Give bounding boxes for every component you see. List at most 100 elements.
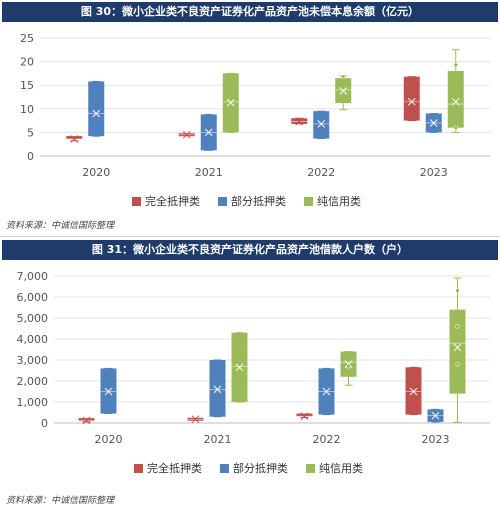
mean-marker	[92, 109, 101, 118]
legend-swatch	[218, 197, 227, 206]
y-tick-label: 7,000	[17, 270, 49, 283]
x-tick-label: 2023	[422, 433, 450, 446]
mean-marker	[70, 135, 79, 143]
box-纯信用类-2021	[231, 332, 248, 403]
y-tick-label: 5,000	[17, 312, 49, 325]
mean-marker	[322, 387, 331, 396]
box-完全抵押类-2023	[405, 366, 422, 416]
legend-swatch	[220, 464, 229, 473]
mean-marker	[226, 98, 235, 107]
box	[209, 360, 226, 417]
box-部分抵押类-2023	[427, 408, 444, 423]
box-部分抵押类-2021	[200, 113, 217, 151]
box	[78, 418, 95, 422]
box	[88, 81, 105, 137]
data-point	[455, 324, 460, 329]
box	[447, 71, 464, 128]
data-point	[453, 125, 458, 130]
box-完全抵押类-2020	[78, 416, 95, 425]
legend-label: 纯信用类	[317, 194, 361, 208]
y-tick-label: 15	[20, 79, 34, 92]
mean-marker	[300, 412, 309, 421]
y-tick-label: 3,000	[17, 354, 49, 367]
x-tick-label: 2021	[195, 166, 223, 179]
figure-31-title: 图 31：微小企业类不良资产证券化产品资产池借款人户数（户）	[2, 240, 498, 260]
source-note-31: 资料来源：中诚信国际整理	[6, 496, 115, 506]
box	[296, 413, 313, 417]
chart-31-svg: 0 1,000 2,000 3,000 4,000 5,000 6,000 7,000 2020…	[17, 270, 490, 475]
data-point	[453, 62, 458, 68]
figure-30-panel: 图 30：微小企业类不良资产证券化产品资产池未偿本息余额（亿元） 0 5 10 15 2…	[2, 2, 498, 232]
legend-label: 纯信用类	[319, 461, 363, 475]
x-tick-label: 2022	[307, 166, 335, 179]
y-tick-label: 0	[41, 417, 48, 430]
source-note-30: 资料来源：中诚信国际整理	[6, 221, 115, 231]
box-纯信用类-2022	[340, 351, 357, 386]
x-tick-label: 2021	[204, 433, 232, 446]
y-tick-label: 1,000	[17, 396, 49, 409]
box	[66, 136, 83, 140]
box-纯信用类-2023	[449, 277, 466, 423]
mean-marker	[429, 119, 438, 127]
mean-marker	[453, 343, 462, 352]
x-tick-label: 2020	[95, 433, 123, 446]
legend-swatch	[304, 197, 313, 206]
box-部分抵押类-2020	[100, 367, 117, 415]
legend: 完全抵押类 部分抵押类 纯信用类	[134, 461, 363, 475]
y-tick-label: 25	[20, 32, 34, 45]
box-部分抵押类-2020	[88, 80, 105, 137]
mean-marker	[409, 387, 418, 396]
mean-marker	[213, 385, 222, 394]
box-部分抵押类-2022	[318, 367, 335, 416]
legend-label: 部分抵押类	[231, 194, 286, 208]
box-纯信用类-2021	[222, 72, 239, 133]
chart-30-svg: 0 5 10 15 20 25 2020 2021 2022 2023 完全抵押类 部分抵押类 纯信用类	[20, 32, 490, 208]
legend-swatch	[134, 464, 143, 473]
box-部分抵押类-2022	[313, 110, 330, 140]
figure-30-title: 图 30：微小企业类不良资产证券化产品资产池未偿本息余额（亿元）	[2, 2, 498, 22]
mean-marker	[295, 117, 304, 126]
mean-marker	[82, 416, 91, 425]
data-point	[455, 361, 460, 367]
box	[313, 111, 330, 139]
box-完全抵押类-2021	[178, 130, 195, 139]
box	[403, 76, 420, 121]
y-tick-label: 10	[20, 103, 34, 116]
legend-swatch	[132, 197, 141, 206]
legend: 完全抵押类 部分抵押类 纯信用类	[132, 194, 361, 208]
legend-label: 完全抵押类	[147, 461, 202, 475]
mean-marker	[317, 120, 326, 128]
mean-marker	[204, 128, 213, 137]
box-完全抵押类-2021	[187, 415, 204, 424]
mean-marker	[431, 411, 440, 420]
box-纯信用类-2022	[335, 74, 352, 111]
mean-marker	[235, 363, 244, 372]
y-tick-label: 6,000	[17, 291, 49, 304]
box-完全抵押类-2023	[403, 76, 420, 122]
x-tick-label: 2022	[313, 433, 341, 446]
mean-marker	[407, 97, 416, 106]
box-完全抵押类-2022	[291, 117, 308, 126]
figure-31-panel: 图 31：微小企业类不良资产证券化产品资产池借款人户数（户） 0 1,000 2,0…	[2, 240, 498, 510]
y-tick-label: 4,000	[17, 333, 49, 346]
mean-marker	[182, 130, 191, 139]
data-point	[455, 288, 460, 293]
box	[449, 309, 466, 394]
mean-marker	[191, 415, 200, 424]
legend-label: 部分抵押类	[233, 461, 288, 475]
legend-label: 完全抵押类	[145, 194, 200, 208]
x-tick-label: 2020	[82, 166, 110, 179]
y-tick-label: 2,000	[17, 375, 49, 388]
box-部分抵押类-2023	[425, 113, 442, 133]
y-tick-label: 20	[20, 56, 34, 69]
panel-divider	[0, 236, 500, 237]
x-tick-label: 2023	[420, 166, 448, 179]
y-tick-label: 0	[27, 150, 34, 163]
box-纯信用类-2023	[447, 49, 464, 133]
mean-marker	[104, 387, 113, 396]
mean-marker	[451, 97, 460, 106]
legend-swatch	[306, 464, 315, 473]
data-point	[341, 74, 346, 79]
data-point	[346, 364, 351, 369]
mean-marker	[339, 86, 348, 95]
